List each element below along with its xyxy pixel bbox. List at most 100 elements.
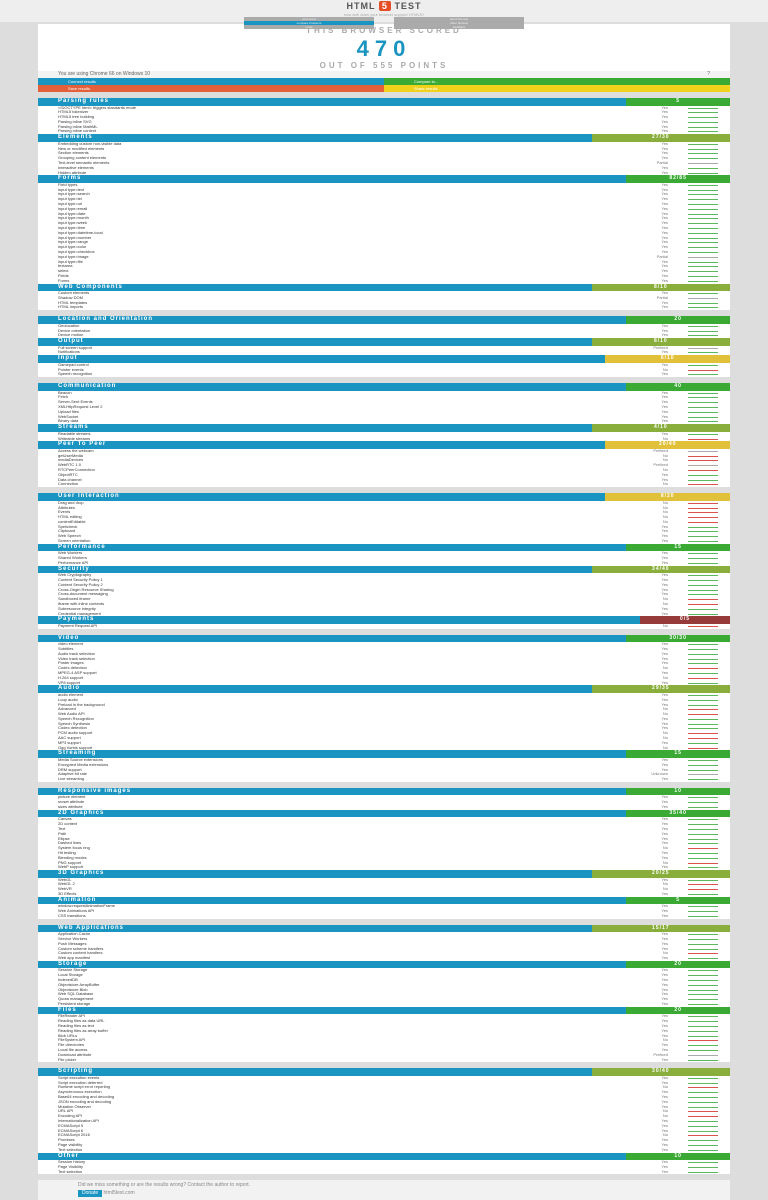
feature-row[interactable]: input type=time Yes <box>38 226 730 231</box>
feature-row[interactable]: WebGL 2 No <box>38 882 730 887</box>
feature-row[interactable]: HTML editing No <box>38 515 730 520</box>
feature-row[interactable]: Quota management Yes <box>38 997 730 1002</box>
feature-row[interactable]: select Yes <box>38 269 730 274</box>
feature-row[interactable]: Web Cryptography Yes <box>38 573 730 578</box>
feature-row[interactable]: Device orientation Yes <box>38 329 730 334</box>
section-header[interactable]: Output 8/10 <box>38 338 730 346</box>
feature-row[interactable]: sizes attribute Yes <box>38 805 730 810</box>
feature-row[interactable]: input type=url Yes <box>38 202 730 207</box>
feature-row[interactable]: srcset attribute Yes <box>38 800 730 805</box>
feature-row[interactable]: HTML5 tokenizer Yes <box>38 110 730 115</box>
feature-row[interactable]: Writeable streams No <box>38 437 730 442</box>
feature-row[interactable]: mediaDevices No <box>38 458 730 463</box>
feature-row[interactable]: H.264 support No <box>38 676 730 681</box>
feature-row[interactable]: Clipboard Yes <box>38 529 730 534</box>
feature-row[interactable]: input type=datetime-local Yes <box>38 231 730 236</box>
feature-row[interactable]: input type=color Yes <box>38 245 730 250</box>
feature-row[interactable]: input type=range Yes <box>38 240 730 245</box>
feature-row[interactable]: Path Yes <box>38 832 730 837</box>
action-bar-1[interactable]: Compare to... <box>384 78 730 85</box>
feature-row[interactable]: Gamepad control Yes <box>38 363 730 368</box>
feature-row[interactable]: video element Yes <box>38 642 730 647</box>
feature-row[interactable]: Field types Yes <box>38 183 730 188</box>
feature-row[interactable]: FileReader API Yes <box>38 1014 730 1019</box>
feature-row[interactable]: Performance API Yes <box>38 561 730 566</box>
feature-row[interactable]: Interactive elements Yes <box>38 166 730 171</box>
feature-row[interactable]: textarea Yes <box>38 264 730 269</box>
feature-row[interactable]: Attributes No <box>38 506 730 511</box>
section-header[interactable]: Animation 5 <box>38 896 730 905</box>
feature-row[interactable]: Persistent storage Yes <box>38 1002 730 1007</box>
feature-row[interactable]: Parsing inline content Yes <box>38 129 730 134</box>
feature-row[interactable]: Speech recognition Yes <box>38 372 730 377</box>
feature-row[interactable]: Codec detection No <box>38 666 730 671</box>
section-header[interactable]: Video 30/30 <box>38 634 730 643</box>
section-header[interactable]: Forms 82/85 <box>38 175 730 183</box>
section-header[interactable]: Streams 4/10 <box>38 424 730 432</box>
feature-row[interactable]: Payment Request API No <box>38 624 730 629</box>
tab-about[interactable]: about the test <box>394 17 524 21</box>
section-header[interactable]: Storage 20 <box>38 960 730 969</box>
feature-row[interactable]: Server-Sent Events Yes <box>38 400 730 405</box>
section-header[interactable]: Web Components 8/10 <box>38 283 730 292</box>
feature-row[interactable]: Media Source extensions Yes <box>38 758 730 763</box>
feature-row[interactable]: Speech Synthesis Yes <box>38 722 730 727</box>
feature-row[interactable]: Sandboxed iframe No <box>38 597 730 602</box>
feature-row[interactable]: Poster images Yes <box>38 661 730 666</box>
section-header[interactable]: Input 6/10 <box>38 355 730 363</box>
section-header[interactable]: Scripting 30/40 <box>38 1068 730 1076</box>
feature-row[interactable]: Device motion Yes <box>38 333 730 338</box>
feature-row[interactable]: Audio track selection Yes <box>38 652 730 657</box>
feature-row[interactable]: Web SQL Database Yes <box>38 992 730 997</box>
section-header[interactable]: Files 20 <box>38 1006 730 1015</box>
feature-row[interactable]: Ellipse Yes <box>38 837 730 842</box>
feature-row[interactable]: getUserMedia No <box>38 454 730 459</box>
section-header[interactable]: Peer To Peer 20/40 <box>38 441 730 449</box>
feature-row[interactable]: Cross-Origin Resource Sharing Yes <box>38 588 730 593</box>
section-header[interactable]: Payments 0/5 <box>38 616 730 624</box>
feature-row[interactable]: Speech Recognition Yes <box>38 717 730 722</box>
feature-row[interactable]: audio element Yes <box>38 693 730 698</box>
feature-row[interactable]: Objectstore ArrayBuffer Yes <box>38 983 730 988</box>
feature-row[interactable]: Encrypted Media extensions Yes <box>38 763 730 768</box>
feature-row[interactable]: CSS transitions Yes <box>38 914 730 919</box>
feature-row[interactable]: Screen orientation Yes <box>38 539 730 544</box>
feature-row[interactable]: Shared Workers Yes <box>38 556 730 561</box>
feature-row[interactable]: Binary data Yes <box>38 419 730 424</box>
feature-row[interactable]: Text-level semantic elements Partial <box>38 161 730 166</box>
feature-row[interactable]: 3D Effects Yes <box>38 892 730 897</box>
feature-row[interactable]: MP3 support Yes <box>38 741 730 746</box>
feature-row[interactable]: IndexedDB Yes <box>38 978 730 983</box>
feature-row[interactable]: Readable streams Yes <box>38 432 730 437</box>
feature-row[interactable]: Credential management Yes <box>38 612 730 617</box>
section-header[interactable]: Elements 27/30 <box>38 134 730 142</box>
feature-row[interactable]: input type=text Yes <box>38 188 730 193</box>
tab-devices[interactable]: other devices <box>394 21 524 25</box>
feature-row[interactable]: Service Workers Yes <box>38 937 730 942</box>
feature-row[interactable]: Cross-document messaging Yes <box>38 592 730 597</box>
feature-row[interactable]: Geolocation Yes <box>38 324 730 329</box>
section-header[interactable]: Responsive images 10 <box>38 787 730 796</box>
feature-row[interactable]: Drag and drop No <box>38 501 730 506</box>
feature-row[interactable]: HTML5 tree building Yes <box>38 115 730 120</box>
feature-row[interactable]: contentEditable No <box>38 520 730 525</box>
feature-row[interactable]: Push Messages Yes <box>38 942 730 947</box>
feature-row[interactable]: input type=tel Yes <box>38 197 730 202</box>
feature-row[interactable]: Codec detection Yes <box>38 726 730 731</box>
feature-row[interactable]: AAC support No <box>38 736 730 741</box>
feature-row[interactable]: Video track selection Yes <box>38 657 730 662</box>
section-header[interactable]: Parsing rules 5 <box>38 98 730 106</box>
feature-row[interactable]: Session Storage Yes <box>38 968 730 973</box>
feature-row[interactable]: HTML templates Yes <box>38 301 730 306</box>
feature-row[interactable]: Text selection Yes <box>38 1170 730 1175</box>
feature-row[interactable]: Events No <box>38 510 730 515</box>
tab-your-score[interactable]: your score <box>244 17 374 21</box>
feature-row[interactable]: HTML imports Yes <box>38 305 730 310</box>
feature-row[interactable]: WebSocket Yes <box>38 415 730 420</box>
feature-row[interactable]: Reading files as data URL Yes <box>38 1019 730 1024</box>
feature-row[interactable]: Section elements Yes <box>38 151 730 156</box>
section-header[interactable]: 2D Graphics 35/40 <box>38 809 730 818</box>
section-header[interactable]: 3D Graphics 20/25 <box>38 870 730 878</box>
tab-news[interactable]: news <box>244 25 374 29</box>
feature-row[interactable]: RTCPeerConnection No <box>38 468 730 473</box>
